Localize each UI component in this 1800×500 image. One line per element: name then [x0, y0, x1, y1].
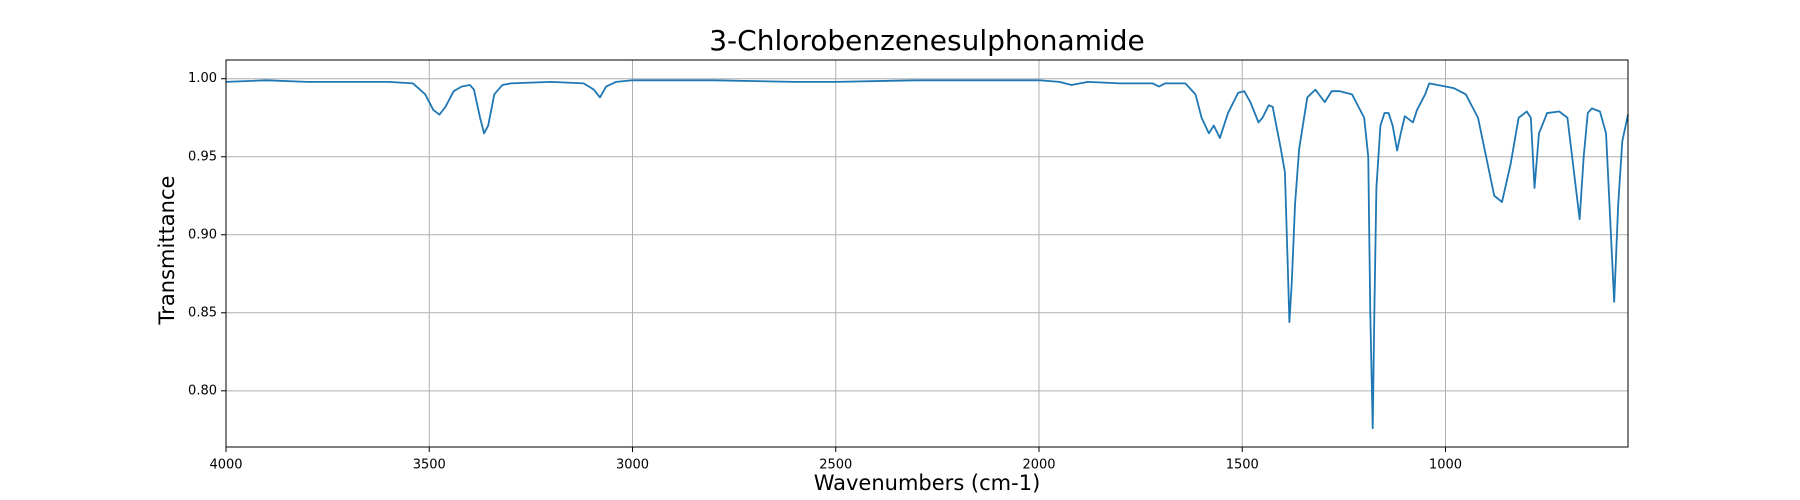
x-tick-label: 4000 [209, 458, 242, 473]
x-axis-label: Wavenumbers (cm-1) [814, 471, 1041, 495]
chart-title: 3-Chlorobenzenesulphonamide [709, 24, 1145, 57]
y-tick-label: 0.85 [188, 305, 217, 320]
x-tick-label: 2000 [1022, 458, 1055, 473]
y-tick-label: 0.90 [188, 227, 217, 242]
x-tick-label: 2500 [819, 458, 852, 473]
x-tick-label: 1000 [1429, 458, 1462, 473]
y-axis-label: Transmittance [155, 176, 179, 326]
x-tick-label: 1500 [1226, 458, 1259, 473]
plot-frame [225, 59, 1629, 448]
y-tick-label: 1.00 [188, 71, 217, 86]
y-tick-label: 0.80 [188, 383, 217, 398]
spectrum-line [225, 79, 1629, 430]
x-tick-label: 3500 [413, 458, 446, 473]
y-tick-label: 0.95 [188, 149, 217, 164]
x-tick-label: 3000 [616, 458, 649, 473]
